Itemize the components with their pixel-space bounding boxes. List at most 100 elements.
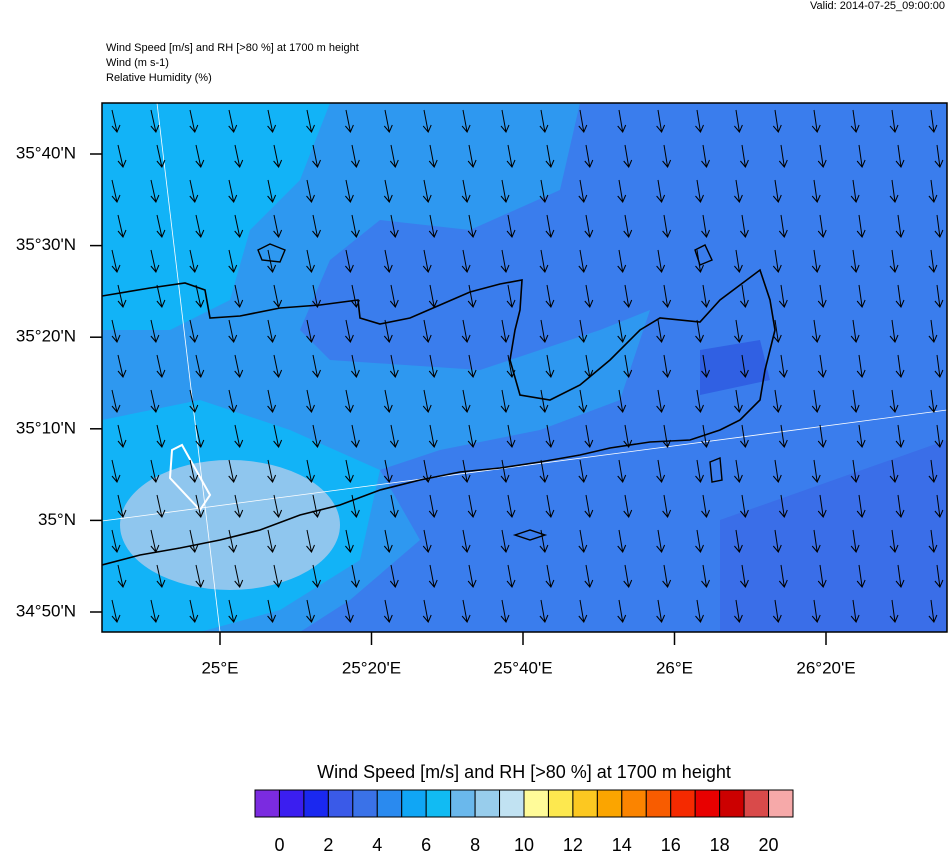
- wind-arrow: [740, 214, 749, 238]
- wind-arrow: [539, 109, 549, 133]
- wind-arrow: [734, 389, 743, 413]
- wind-arrow: [578, 459, 588, 483]
- wind-arrow: [461, 249, 471, 273]
- wind-arrow: [467, 214, 477, 238]
- wind-arrow: [351, 494, 360, 518]
- wind-arrow: [656, 529, 666, 553]
- wind-arrow: [811, 599, 821, 623]
- wind-arrow: [889, 529, 899, 553]
- wind-arrow: [428, 564, 438, 588]
- wind-arrow: [584, 284, 594, 308]
- wind-arrow: [701, 424, 710, 448]
- colorbar-box: [768, 789, 794, 818]
- wind-arrow: [234, 214, 244, 238]
- header-line: Wind (m s-1): [106, 57, 169, 69]
- wind-arrow: [422, 599, 432, 623]
- wind-arrow: [928, 109, 938, 133]
- wind-arrow: [656, 319, 666, 343]
- wind-arrow: [623, 494, 633, 518]
- wind-arrow: [656, 109, 666, 133]
- colorbar-box: [254, 789, 280, 818]
- wind-arrow: [461, 529, 471, 553]
- wind-arrow: [662, 564, 672, 588]
- wind-arrow: [545, 144, 555, 168]
- wind-arrow: [189, 109, 199, 133]
- lon-label: 25°E: [201, 658, 238, 677]
- wind-arrow: [389, 214, 399, 238]
- wind-arrow: [811, 319, 821, 343]
- wind-arrow: [850, 179, 860, 203]
- wind-arrow: [584, 354, 594, 378]
- wind-arrow: [656, 179, 666, 203]
- wind-arrow: [934, 284, 944, 308]
- wind-arrow: [856, 424, 866, 448]
- wind-arrow: [345, 179, 354, 203]
- wind-arrow: [623, 144, 633, 168]
- wind-arrow: [584, 144, 594, 168]
- wind-arrow: [383, 599, 393, 623]
- wind-arrow: [928, 599, 938, 623]
- wind-arrow: [584, 424, 594, 448]
- header-line: Wind Speed [m/s] and RH [>80 %] at 1700 …: [106, 42, 359, 54]
- colorbar-label: 8: [470, 835, 480, 854]
- wind-arrow: [189, 319, 199, 343]
- wind-arrow: [467, 494, 477, 518]
- colorbar-label: 0: [274, 835, 284, 854]
- colorbar-box: [547, 789, 574, 818]
- wind-arrow: [117, 284, 127, 308]
- wind-arrow: [772, 599, 782, 623]
- wind-arrow: [228, 249, 238, 273]
- wind-arrow: [234, 354, 244, 378]
- wind-arrow: [811, 529, 821, 553]
- wind-arrow: [778, 354, 788, 378]
- wind-arrow: [383, 319, 393, 343]
- wind-arrow: [740, 564, 749, 588]
- wind-arrow: [889, 319, 899, 343]
- wind-arrow: [267, 599, 277, 623]
- wind-arrow: [772, 249, 782, 273]
- wind-arrow: [850, 249, 860, 273]
- colorbar-label: 4: [372, 835, 382, 854]
- wind-arrow: [545, 214, 555, 238]
- wind-arrow: [934, 424, 944, 448]
- map-frame: [101, 102, 948, 633]
- wind-arrow: [811, 179, 821, 203]
- colorbar-label: 2: [323, 835, 333, 854]
- wind-arrow: [811, 249, 821, 273]
- wind-arrow: [351, 564, 360, 588]
- wind-arrows: [111, 109, 944, 623]
- wind-arrow: [383, 389, 393, 413]
- wind-arrow: [545, 284, 555, 308]
- wind-arrow: [189, 179, 199, 203]
- wind-arrow: [273, 424, 283, 448]
- wind-arrow: [467, 564, 477, 588]
- wind-arrow: [428, 214, 438, 238]
- colorbar-box: [499, 789, 525, 818]
- wind-arrow: [623, 564, 633, 588]
- wind-arrow: [150, 389, 160, 413]
- wind-arrow: [500, 459, 510, 483]
- wind-arrow: [383, 249, 393, 273]
- wind-arrow: [389, 564, 399, 588]
- wind-arrow: [539, 529, 549, 553]
- wind-arrow: [850, 389, 860, 413]
- wind-arrow: [467, 284, 477, 308]
- wind-arrow: [267, 109, 277, 133]
- wind-arrow: [740, 354, 749, 378]
- contour-fill: [700, 340, 770, 395]
- wind-arrow: [500, 599, 510, 623]
- wind-arrow: [734, 249, 743, 273]
- wind-arrow: [695, 319, 704, 343]
- wind-arrow: [461, 389, 471, 413]
- lat-label: 35°20'N: [16, 327, 76, 346]
- wind-arrow: [111, 599, 121, 623]
- wind-arrow: [695, 389, 704, 413]
- wind-arrow: [778, 564, 788, 588]
- wind-arrow: [545, 354, 555, 378]
- wind-arrow: [895, 354, 905, 378]
- wind-arrow: [506, 564, 516, 588]
- wind-arrow: [734, 109, 743, 133]
- wind-arrow: [234, 284, 244, 308]
- wind-arrow: [656, 459, 666, 483]
